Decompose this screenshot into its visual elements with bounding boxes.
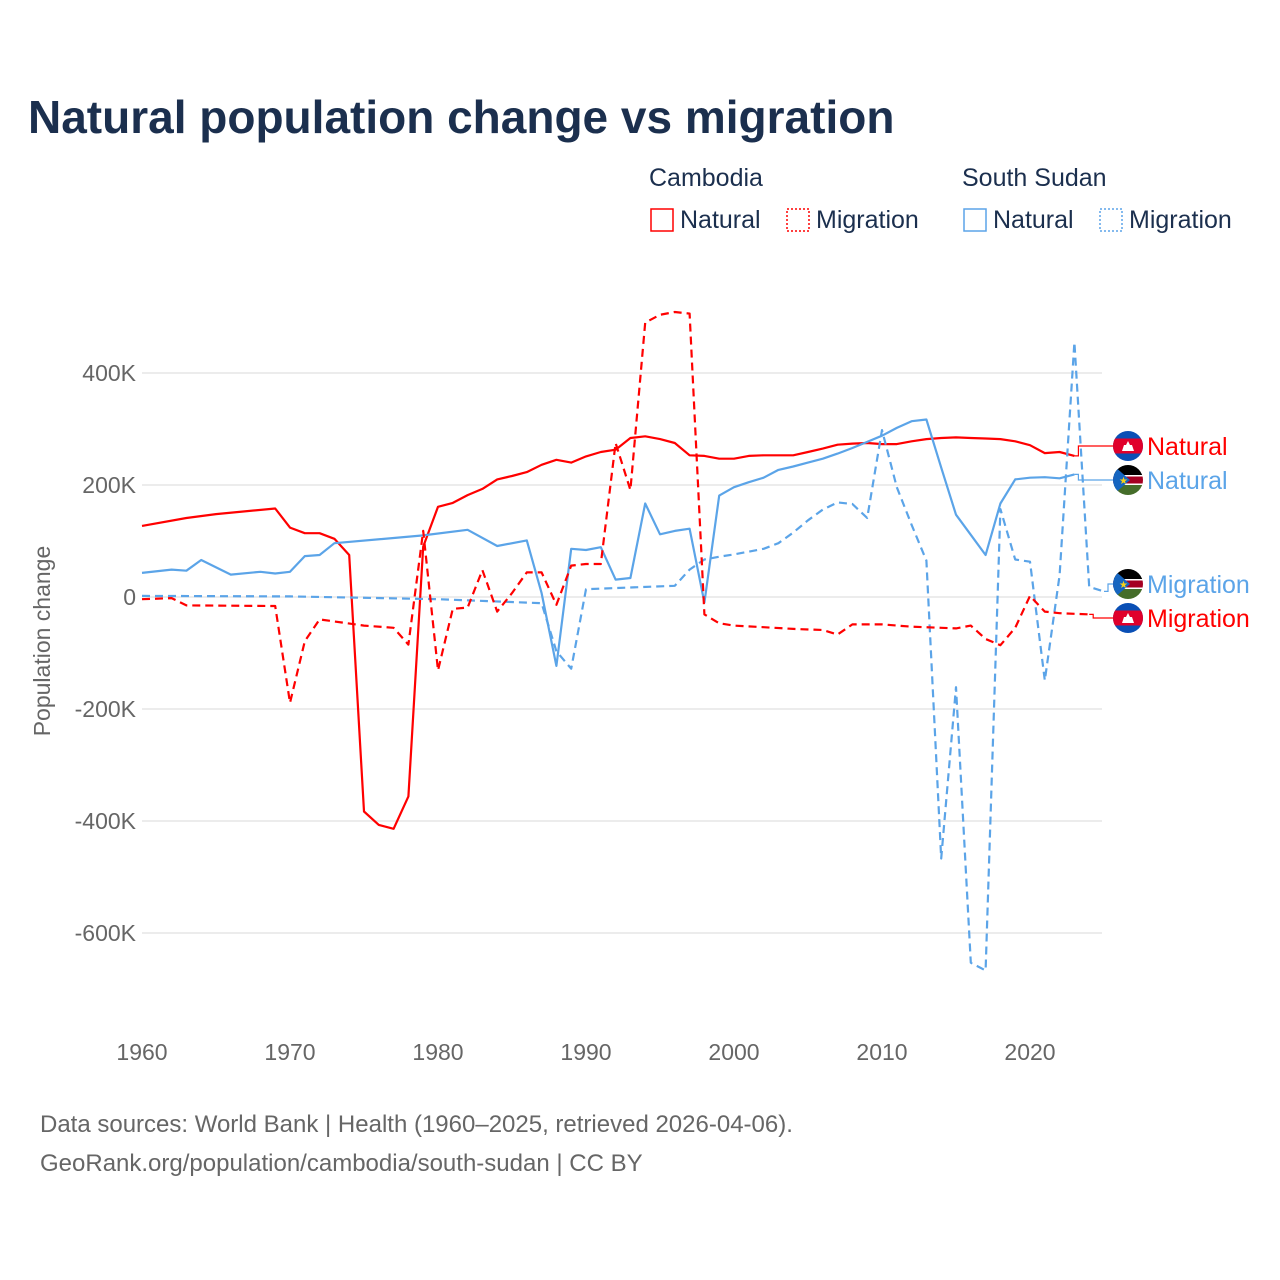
y-tick-label: -600K bbox=[75, 920, 137, 946]
legend-label-cambodia-migration[interactable]: Migration bbox=[816, 206, 919, 234]
x-tick-label: 1990 bbox=[560, 1039, 611, 1065]
legend-swatch-cambodia-natural bbox=[650, 208, 674, 232]
series-line-cambodia-natural[interactable] bbox=[141, 435, 1075, 830]
end-label-south-sudan-migration: Migration bbox=[1147, 571, 1250, 599]
footer-sources: Data sources: World Bank | Health (1960–… bbox=[40, 1111, 793, 1138]
end-label-connector bbox=[1074, 473, 1114, 481]
end-label-connector bbox=[1074, 445, 1114, 457]
y-axis-title: Population change bbox=[29, 546, 55, 737]
end-label-connector bbox=[1089, 613, 1114, 619]
gridlines bbox=[142, 372, 1102, 934]
south-sudan-flag-icon bbox=[1113, 569, 1143, 599]
legend-group-south-sudan: South Sudan bbox=[962, 164, 1107, 192]
cambodia-flag-icon bbox=[1113, 431, 1143, 461]
south-sudan-flag-icon bbox=[1113, 465, 1143, 495]
y-tick-label: -200K bbox=[75, 696, 137, 722]
end-labels: Natural Natural Migration Migration bbox=[1074, 431, 1250, 633]
legend-label-cambodia-natural[interactable]: Natural bbox=[680, 206, 761, 234]
x-tick-label: 1970 bbox=[264, 1039, 315, 1065]
legend-group-cambodia: Cambodia bbox=[649, 164, 763, 192]
y-tick-label: 400K bbox=[82, 360, 136, 386]
legend-swatch-south-sudan-natural bbox=[963, 208, 987, 232]
x-tick-label: 1980 bbox=[412, 1039, 463, 1065]
series-lines bbox=[141, 310, 1105, 972]
legend: Cambodia Natural Migration South Sudan N… bbox=[649, 164, 1232, 234]
y-tick-label: -400K bbox=[75, 808, 137, 834]
x-tick-label: 2020 bbox=[1004, 1039, 1055, 1065]
footer-link[interactable]: GeoRank.org/population/cambodia/south-su… bbox=[40, 1150, 643, 1177]
chart-title: Natural population change vs migration bbox=[28, 91, 894, 143]
end-label-cambodia-natural: Natural bbox=[1147, 433, 1228, 461]
x-axis-ticks: 1960 1970 1980 1990 2000 2010 2020 bbox=[116, 1039, 1055, 1065]
y-tick-label: 200K bbox=[82, 472, 136, 498]
legend-label-south-sudan-natural[interactable]: Natural bbox=[993, 206, 1074, 234]
end-label-south-sudan-natural: Natural bbox=[1147, 467, 1228, 495]
x-tick-label: 2000 bbox=[708, 1039, 759, 1065]
legend-swatch-south-sudan-migration bbox=[1099, 208, 1123, 232]
end-label-cambodia-migration: Migration bbox=[1147, 605, 1250, 633]
end-label-connector bbox=[1104, 583, 1114, 593]
y-tick-label: 0 bbox=[123, 584, 136, 610]
legend-label-south-sudan-migration[interactable]: Migration bbox=[1129, 206, 1232, 234]
cambodia-flag-icon bbox=[1113, 603, 1143, 633]
series-line-cambodia-migration[interactable] bbox=[141, 310, 1090, 704]
legend-swatch-cambodia-migration bbox=[786, 208, 810, 232]
y-axis-ticks: 400K 200K 0 -200K -400K -600K bbox=[75, 360, 137, 946]
series-line-south-sudan-natural[interactable] bbox=[141, 418, 1075, 668]
x-tick-label: 2010 bbox=[856, 1039, 907, 1065]
x-tick-label: 1960 bbox=[116, 1039, 167, 1065]
series-line-south-sudan-migration[interactable] bbox=[141, 341, 1105, 972]
